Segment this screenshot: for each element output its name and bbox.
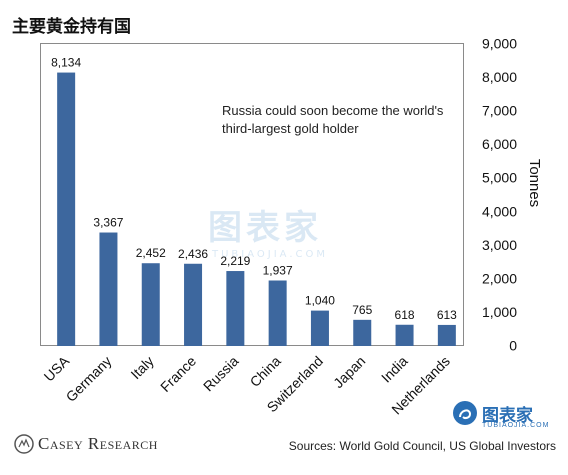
- x-tick-label: Russia: [200, 353, 242, 395]
- company-logo: Casey Research: [14, 434, 158, 454]
- brand-logo-text: 图表家: [482, 405, 533, 426]
- bar-value-label: 8,134: [51, 56, 81, 70]
- watermark: 图表家 TUBIAOJIA.COM: [208, 200, 328, 260]
- bar: [184, 263, 203, 346]
- x-tick-label: Japan: [330, 353, 368, 391]
- bar: [268, 280, 287, 346]
- bar: [395, 324, 414, 346]
- y-axis-title: Tonnes: [526, 159, 543, 207]
- x-tick-label: Germany: [63, 353, 115, 405]
- bar: [353, 319, 372, 346]
- bar: [99, 232, 118, 346]
- y-tick-label: 4,000: [482, 203, 517, 219]
- x-tick-label: China: [247, 353, 284, 390]
- bar-value-label: 2,219: [220, 254, 250, 268]
- x-tick-label: France: [157, 353, 199, 395]
- x-tick-label: USA: [41, 352, 73, 384]
- chart-title: 主要黄金持有国: [12, 17, 131, 37]
- brand-logo: 图表家 TUBIAOJIA.COM: [452, 400, 548, 429]
- y-tick-label: 3,000: [482, 237, 517, 253]
- y-tick-label: 6,000: [482, 136, 517, 152]
- bar-value-label: 1,040: [305, 294, 335, 308]
- watermark-url: TUBIAOJIA.COM: [212, 249, 328, 260]
- bar-value-label: 2,452: [136, 246, 166, 260]
- bar-value-label: 765: [352, 303, 372, 317]
- bar: [57, 72, 76, 346]
- bar-value-label: 618: [395, 308, 415, 322]
- bar: [310, 310, 329, 346]
- y-tick-label: 2,000: [482, 270, 517, 286]
- bar: [226, 271, 245, 346]
- y-tick-label: 9,000: [482, 36, 517, 52]
- y-tick-label: 0: [509, 338, 517, 354]
- source-note: Sources: World Gold Council, US Global I…: [288, 439, 556, 453]
- brand-logo-icon: [453, 401, 477, 425]
- bar: [141, 263, 160, 346]
- chart-annotation: Russia could soon become the world's thi…: [222, 103, 444, 136]
- y-tick-label: 8,000: [482, 69, 517, 85]
- x-tick-label: India: [378, 353, 411, 386]
- watermark-text: 图表家: [208, 208, 322, 248]
- bar-value-label: 2,436: [178, 247, 208, 261]
- x-tick-label: Italy: [127, 353, 156, 382]
- brand-logo-url: TUBIAOJIA.COM: [482, 422, 550, 429]
- bar-value-label: 613: [437, 308, 457, 322]
- bar-value-label: 1,937: [263, 264, 293, 278]
- bar: [437, 324, 456, 346]
- company-name: Casey Research: [38, 434, 158, 453]
- plot-area: [40, 43, 464, 346]
- company-seal-icon: [14, 434, 34, 454]
- y-tick-label: 5,000: [482, 170, 517, 186]
- y-tick-label: 7,000: [482, 103, 517, 119]
- y-tick-label: 1,000: [482, 304, 517, 320]
- bar-value-label: 3,367: [93, 216, 123, 230]
